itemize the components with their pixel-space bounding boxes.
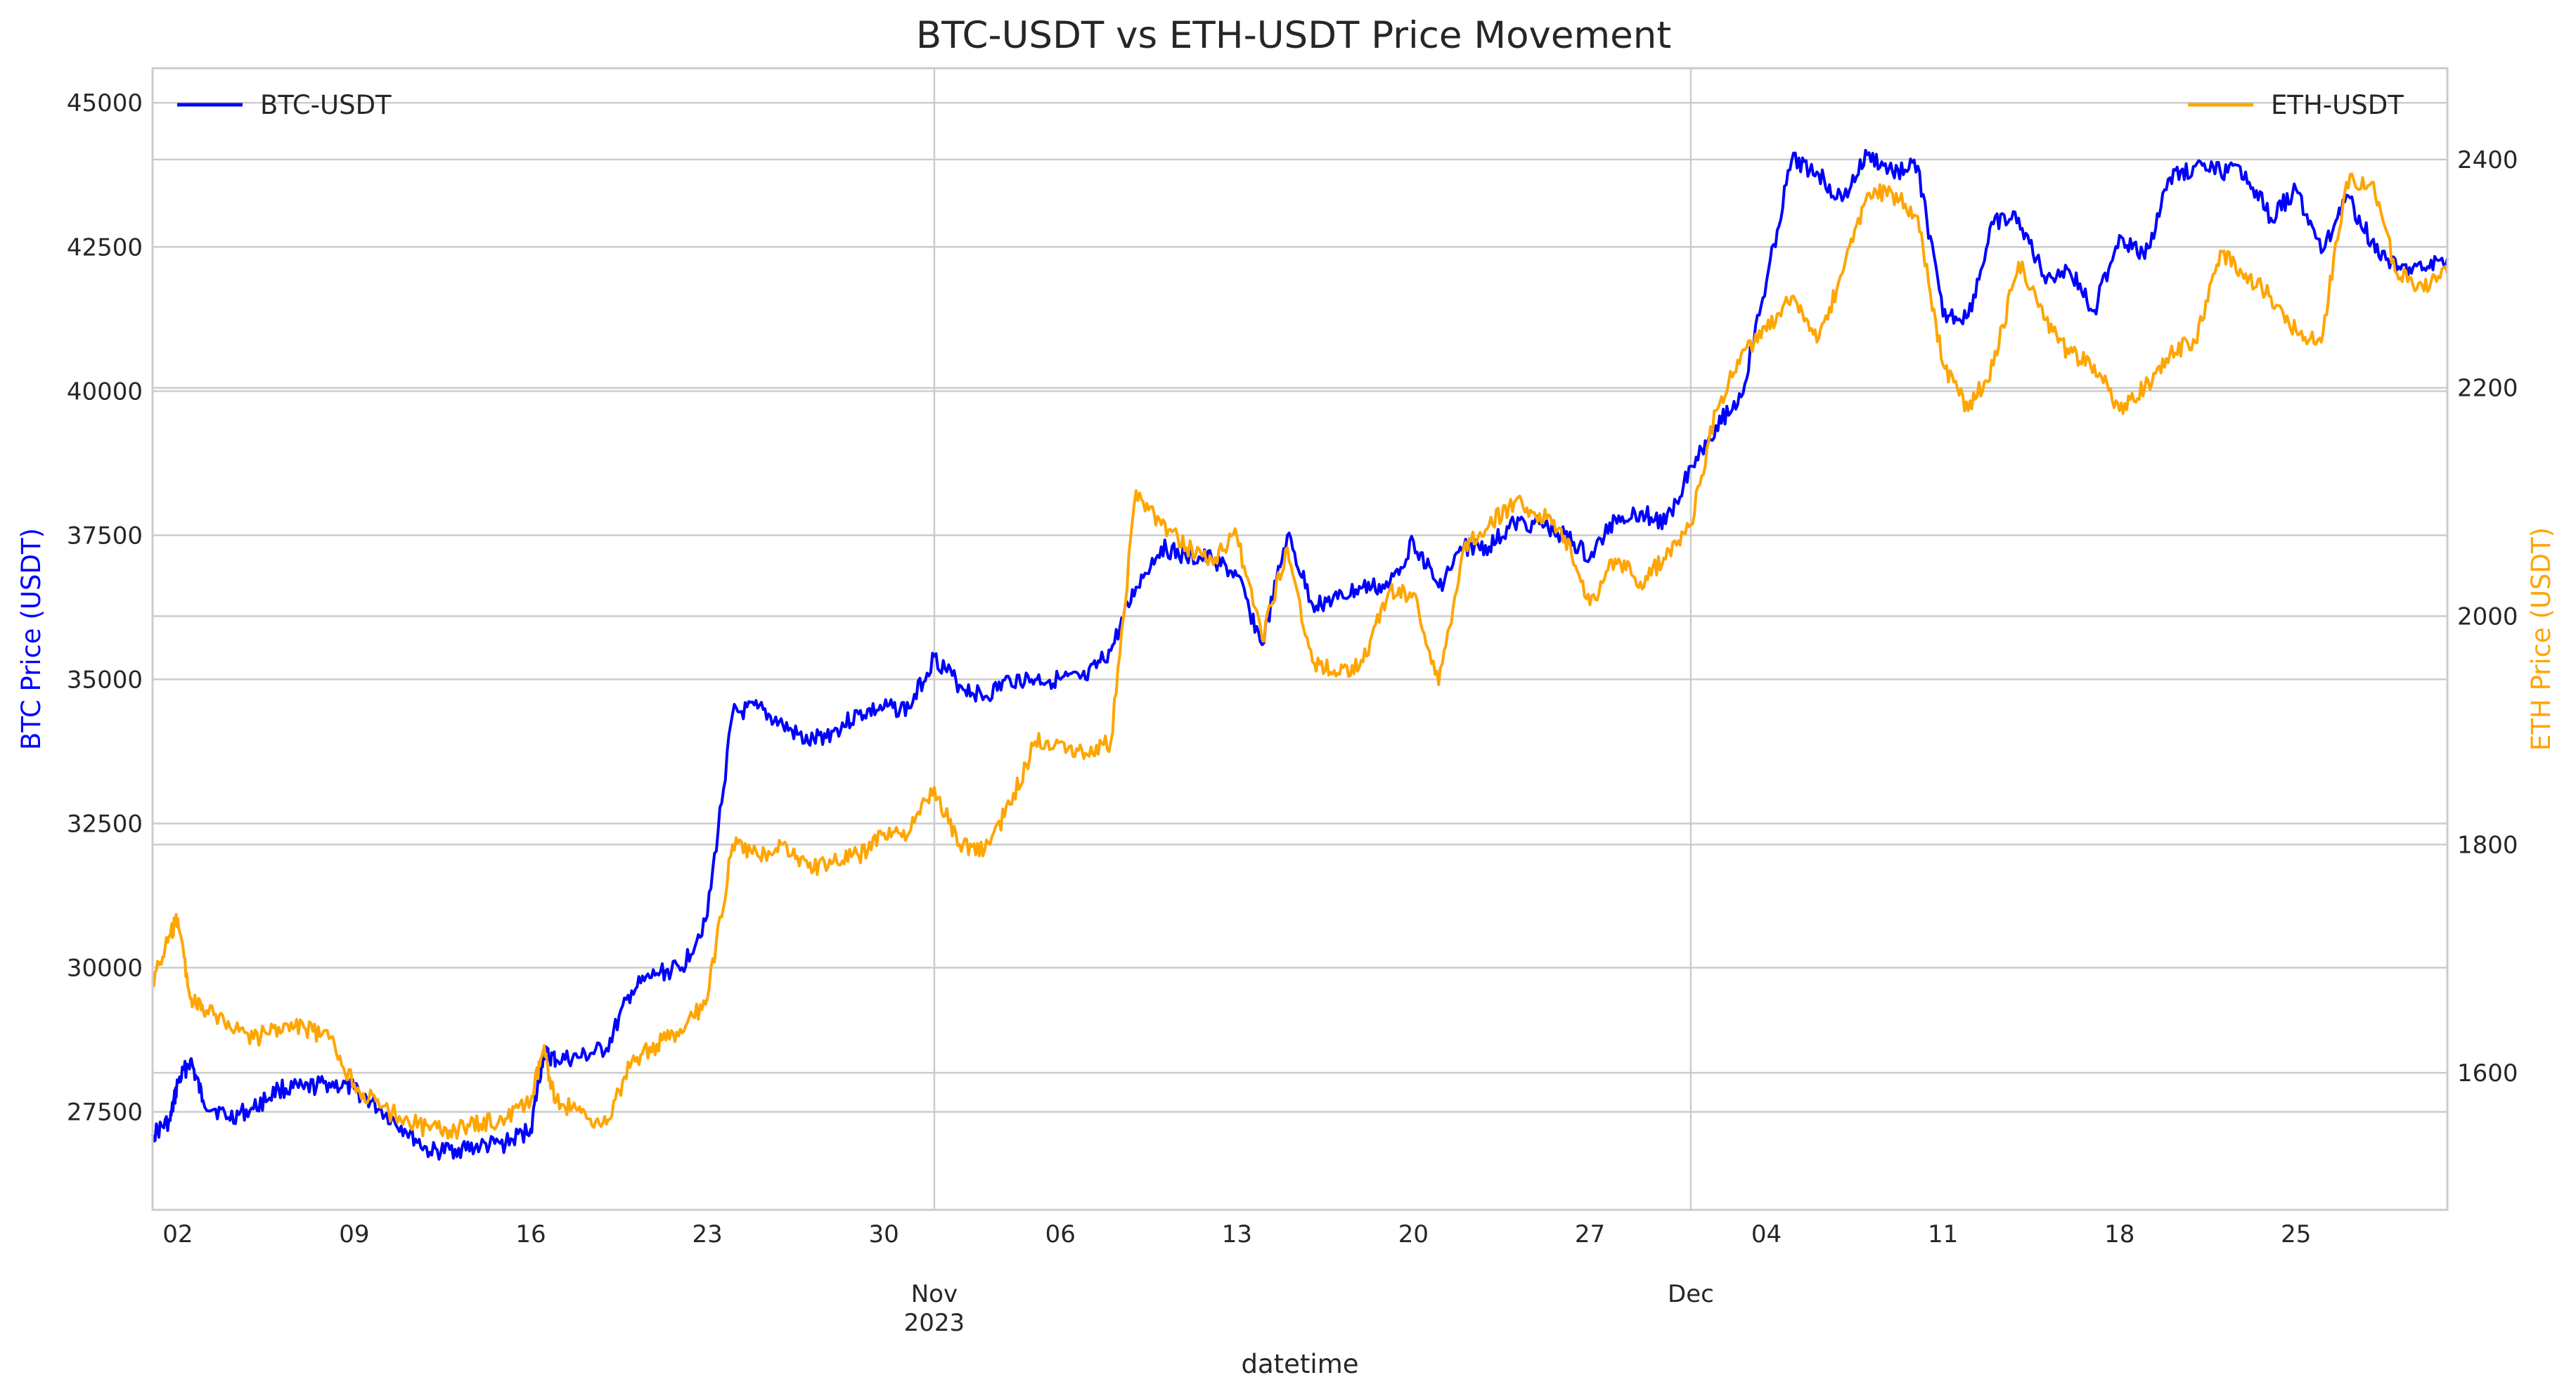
series-lines [151, 148, 2449, 1161]
y-right-tick-label: 2000 [2457, 603, 2518, 631]
legend-btc: BTC-USDT [177, 90, 392, 120]
y-right-tick-label: 1600 [2457, 1059, 2518, 1088]
x-tick-label: 09 [339, 1220, 369, 1248]
y-axis-left-label: BTC Price (USDT) [16, 528, 46, 750]
y-left-tick-label: 30000 [67, 955, 143, 983]
y-right-tick-label: 2400 [2457, 146, 2518, 174]
y-left-tick-label: 42500 [67, 233, 143, 262]
y-left-tick-label: 35000 [67, 666, 143, 694]
x-tick-label: 16 [515, 1220, 546, 1248]
legend-eth-label: ETH-USDT [2271, 90, 2404, 120]
tick-labels: 27500 30000 32500 35000 37500 40000 42500 45000… [67, 89, 2518, 1337]
x-tick-label: 30 [869, 1220, 899, 1248]
x-year-label: 2023 [904, 1309, 965, 1337]
x-tick-label: 25 [2281, 1220, 2311, 1248]
x-tick-label: 06 [1045, 1220, 1076, 1248]
x-axis-label: datetime [1241, 1349, 1358, 1379]
y-axis-right-label: ETH Price (USDT) [2526, 527, 2556, 751]
y-left-tick-label: 37500 [67, 522, 143, 550]
x-tick-label: 18 [2104, 1220, 2134, 1248]
series-line-eth-usdt [151, 172, 2449, 1140]
x-tick-label: 13 [1222, 1220, 1252, 1248]
x-tick-label: 02 [162, 1220, 193, 1248]
y-left-tick-label: 32500 [67, 810, 143, 838]
x-tick-label: 20 [1398, 1220, 1429, 1248]
y-right-tick-label: 1800 [2457, 831, 2518, 859]
x-tick-label: 04 [1751, 1220, 1782, 1248]
plot-frame [151, 67, 2449, 1211]
chart-title: BTC-USDT vs ETH-USDT Price Movement [916, 14, 1671, 57]
x-major-tick-label: Dec [1668, 1280, 1714, 1308]
x-major-tick-label: Nov [911, 1280, 958, 1308]
x-tick-label: 23 [692, 1220, 722, 1248]
x-tick-label: 11 [1928, 1220, 1958, 1248]
x-tick-label: 27 [1575, 1220, 1605, 1248]
y-left-tick-label: 27500 [67, 1099, 143, 1127]
legend-btc-label: BTC-USDT [260, 90, 392, 120]
y-right-tick-label: 2200 [2457, 375, 2518, 403]
legend-eth: ETH-USDT [2188, 90, 2404, 120]
y-left-tick-label: 45000 [67, 89, 143, 117]
plot-area [153, 68, 2447, 1210]
y-left-tick-label: 40000 [67, 377, 143, 406]
series-line-btc-usdt [151, 148, 2449, 1161]
